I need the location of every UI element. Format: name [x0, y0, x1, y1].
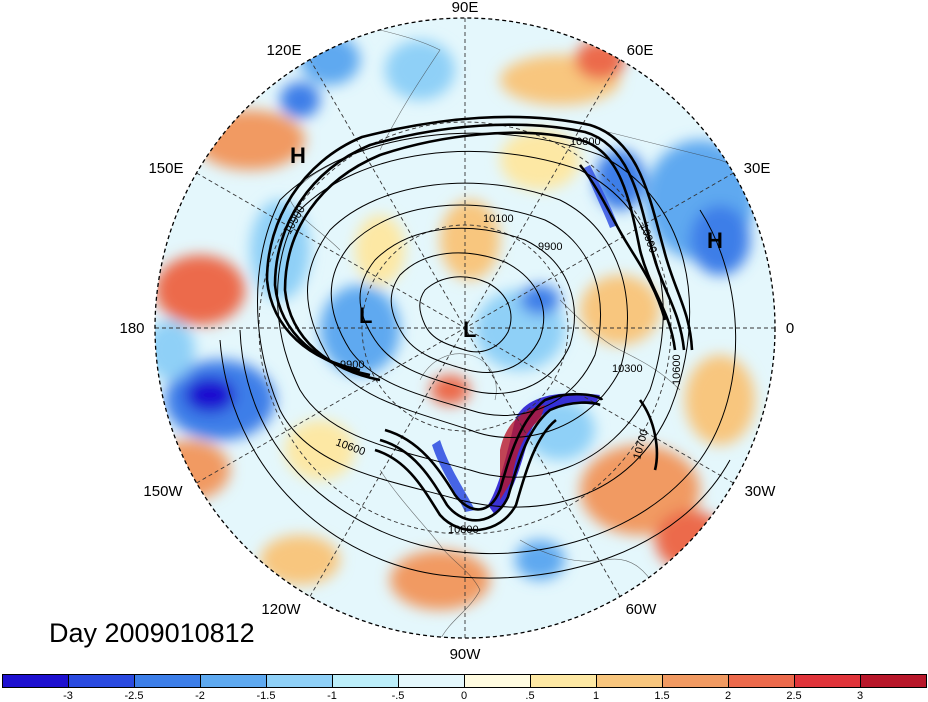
colorbar-swatch: [266, 674, 333, 688]
colorbar-swatch: [68, 674, 135, 688]
contour-label: 10800: [448, 524, 479, 536]
longitude-label: 60W: [626, 601, 658, 618]
polar-map: 10800 10900 10100 9900 10900 9900 10600 …: [119, 0, 794, 663]
colorbar-tick-label: -.5: [391, 690, 405, 702]
colorbar-swatch: [332, 674, 399, 688]
colorbar-tick-label: -3: [63, 690, 73, 702]
colorbar-swatch: [728, 674, 795, 688]
pressure-center-high: H: [707, 228, 723, 253]
longitude-label: 120W: [261, 601, 301, 618]
colorbar-swatch: [134, 674, 201, 688]
colorbar-swatch: [200, 674, 267, 688]
longitude-label: 30E: [744, 160, 771, 177]
colorbar-swatch: [662, 674, 729, 688]
colorbar-swatch: [794, 674, 861, 688]
map-boundary: [154, 17, 776, 639]
contour-label: 10100: [483, 213, 514, 225]
colorbar-swatch: [2, 674, 69, 688]
longitude-label: 180: [119, 320, 144, 337]
colorbar: -3 -2.5 -2 -1.5 -1 -.5 0 .5 1 1.5 2 2.5 3: [0, 674, 928, 702]
longitude-label: 120E: [266, 42, 301, 59]
colorbar-swatch: [464, 674, 531, 688]
colorbar-tick-label: 2: [724, 690, 732, 702]
meridian-lines: [155, 18, 775, 638]
colorbar-tick-label: -1.5: [256, 690, 276, 702]
colorbar-tick-label: .5: [525, 690, 535, 702]
colorbar-tick-label: 0: [460, 690, 468, 702]
longitude-label: 150E: [148, 160, 183, 177]
pressure-center-high: H: [290, 143, 306, 168]
contour-label: 10800: [570, 136, 601, 148]
longitude-label: 150W: [143, 483, 183, 500]
contour-label: 9900: [340, 359, 364, 371]
longitude-label: 90E: [452, 0, 479, 16]
pressure-center-low: L: [359, 303, 372, 328]
longitude-label: 60E: [627, 42, 654, 59]
colorbar-tick-label: 2.5: [786, 690, 802, 702]
colorbar-tick-label: -1: [327, 690, 337, 702]
longitude-label: 90W: [450, 646, 482, 663]
longitude-label: 0: [786, 320, 794, 337]
longitude-label: 30W: [745, 483, 777, 500]
colorbar-tick-label: 3: [856, 690, 864, 702]
colorbar-tick-label: 1.5: [654, 690, 670, 702]
height-contours: [219, 132, 737, 579]
plot-title: Day 2009010812: [49, 618, 255, 648]
contour-label: 10300: [612, 363, 643, 375]
colorbar-tick-label: 1: [592, 690, 600, 702]
colorbar-tick-label: -2: [195, 690, 205, 702]
colorbar-swatch: [398, 674, 465, 688]
pressure-center-low: L: [463, 317, 476, 342]
colorbar-swatch: [596, 674, 663, 688]
contour-label: 9900: [538, 241, 562, 253]
jet-stream-contours: [265, 115, 694, 532]
colorbar-swatch: [860, 674, 927, 688]
contour-label: 10600: [671, 354, 683, 385]
colorbar-tick-label: -2.5: [124, 690, 144, 702]
longitude-label-group: 90E 60E 30E 0 30W 60W 90W 120W 150W 180 …: [119, 0, 794, 663]
colorbar-swatch: [530, 674, 597, 688]
